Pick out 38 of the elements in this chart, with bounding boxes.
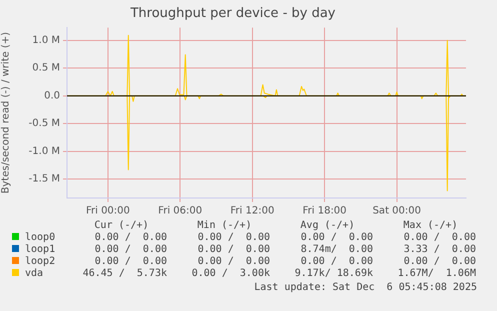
- text: 0.00 / 0.00: [300, 256, 374, 268]
- text: 0.00 / 3.00k: [190, 268, 271, 280]
- x-tick-label: Sat 00:00: [372, 206, 421, 217]
- text: 0.00 / 0.00: [196, 256, 271, 268]
- legend-label: loop2: [25, 256, 56, 267]
- chart-title: Throughput per device - by day: [129, 6, 336, 22]
- y-tick-label: 0.0: [44, 90, 60, 102]
- y-tick-label: -1.5 M: [28, 174, 60, 185]
- text: Cur (-/+): [93, 220, 150, 232]
- text: 0.00 / 0.00: [94, 256, 168, 268]
- text: 0.00 / 0.00: [300, 232, 374, 244]
- y-tick-label: 0.5 M: [32, 62, 60, 74]
- text: 0.00 / 0.00: [94, 232, 168, 244]
- text: Last update: Sat Dec 6 05:45:08 2025: [254, 282, 477, 293]
- text: 0.00 / 0.00: [196, 244, 271, 256]
- text: Avg (-/+): [299, 220, 356, 232]
- y-axis-title: Bytes/second read (-) / write (+): [0, 32, 12, 194]
- y-tick-label: -1.0 M: [28, 146, 60, 157]
- text: 8.74m/ 0.00: [300, 244, 374, 256]
- y-tick-label: -0.5 M: [28, 118, 60, 130]
- text: 46.45 / 5.73k: [82, 268, 168, 280]
- text: 9.17k/ 18.69k: [294, 268, 374, 280]
- text: 3.33 / 0.00: [402, 244, 477, 256]
- text: Max (-/+): [402, 220, 459, 232]
- text: 0.00 / 0.00: [94, 244, 168, 256]
- legend-label: loop1: [25, 244, 56, 255]
- text: 0.00 / 0.00: [402, 256, 477, 268]
- x-tick-label: Fri 12:00: [230, 206, 274, 217]
- y-tick-label: 1.0 M: [32, 34, 60, 46]
- legend-label: loop0: [25, 232, 56, 243]
- x-tick-label: Fri 18:00: [302, 206, 347, 217]
- x-tick-label: Fri 06:00: [158, 206, 202, 217]
- x-tick-label: Fri 00:00: [86, 206, 130, 217]
- legend-label: vda: [25, 268, 44, 279]
- text: Min (-/+): [196, 220, 253, 232]
- text: 0.00 / 0.00: [196, 232, 271, 244]
- text: 0.00 / 0.00: [402, 232, 477, 244]
- text: 1.67M/ 1.06M: [396, 268, 477, 280]
